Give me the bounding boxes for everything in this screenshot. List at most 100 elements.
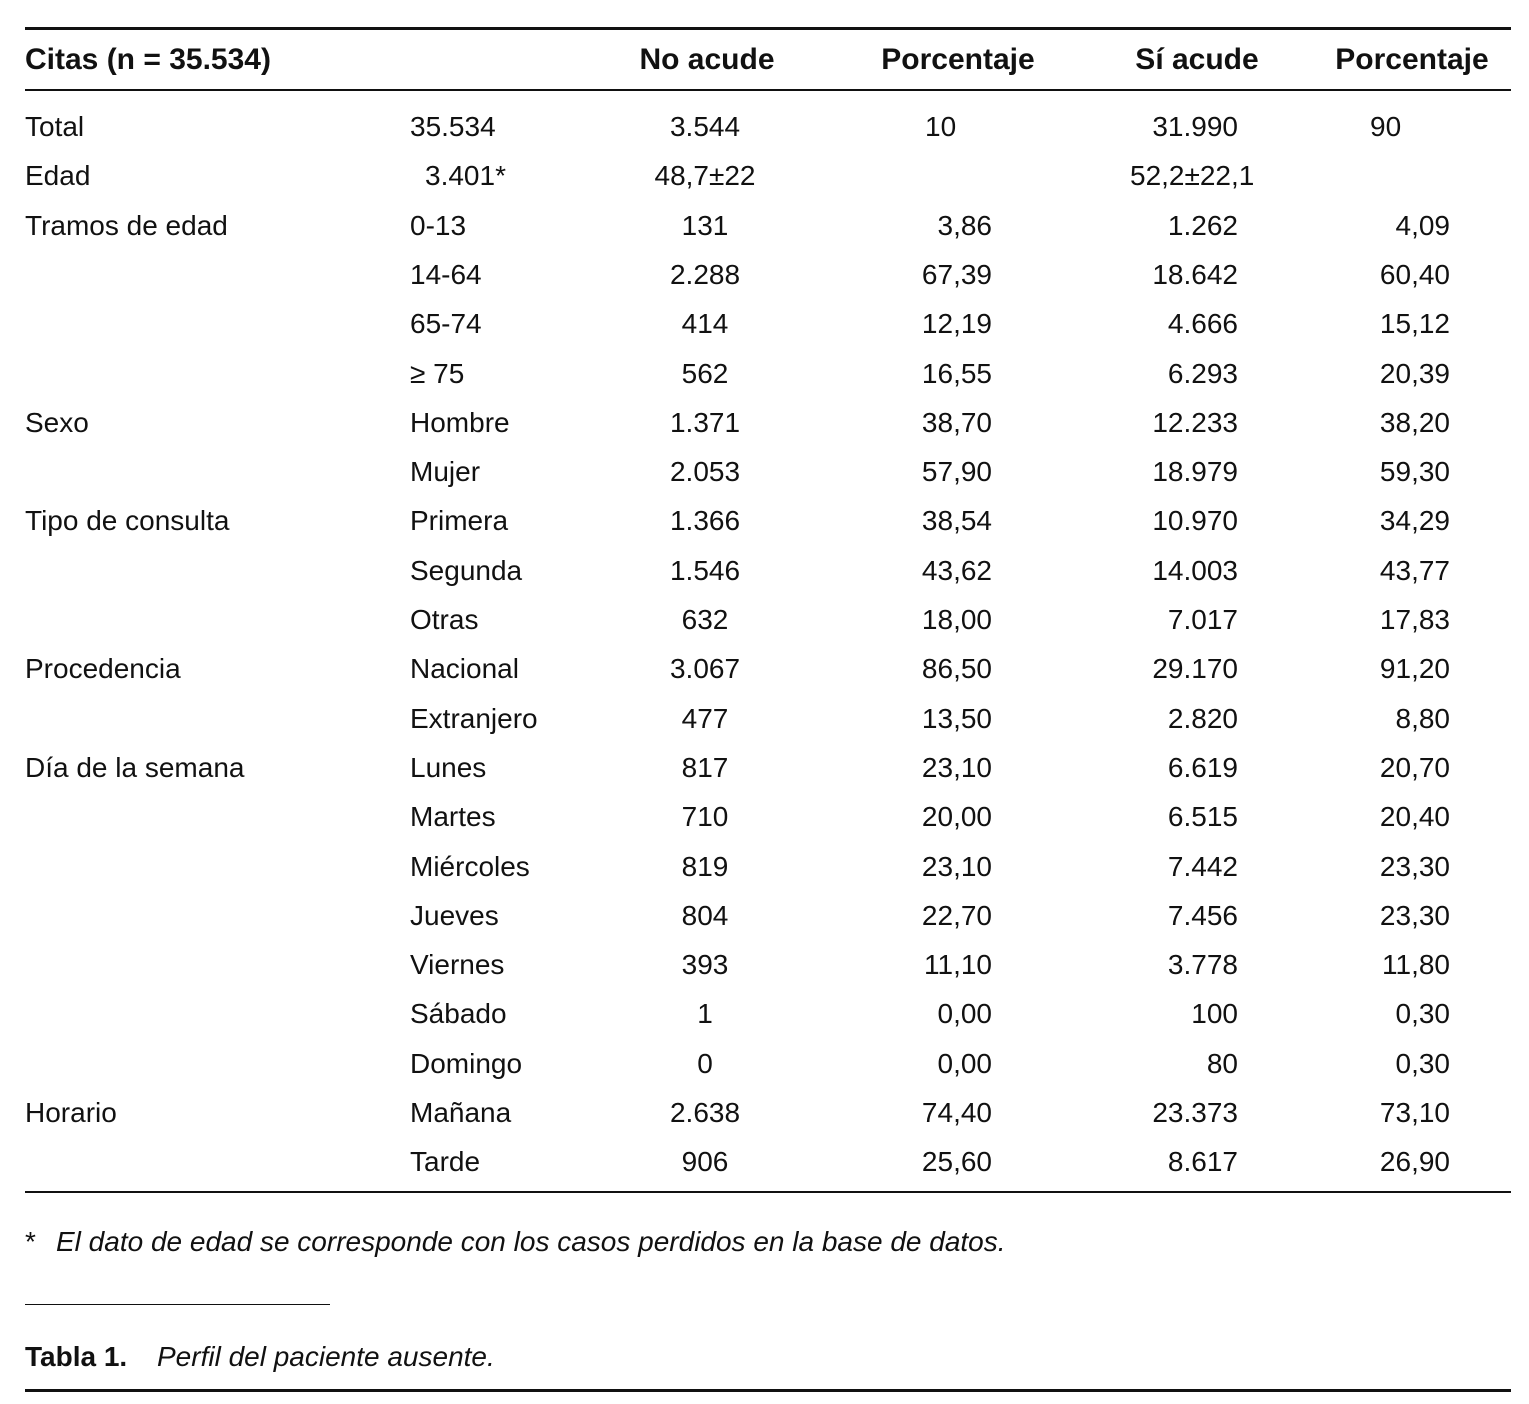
cell: 3.544 [669, 111, 741, 142]
cell: 23,10 [921, 751, 992, 783]
cell: 632 [681, 604, 729, 635]
row-label: Segunda [410, 554, 523, 586]
column-header: No acude [639, 43, 775, 76]
row-label: Hombre [410, 406, 510, 438]
cell: 80 [1206, 1047, 1238, 1079]
row-group: Tipo de consulta [25, 505, 230, 537]
table-bottom-rule [25, 1191, 1511, 1193]
row-label: 14-64 [410, 258, 482, 290]
cell: 12.233 [1152, 406, 1238, 438]
cell: 23.373 [1152, 1097, 1238, 1128]
cell: 17,83 [1379, 604, 1450, 635]
header-rule [25, 89, 1511, 91]
cell: 0 [697, 1047, 713, 1079]
row-group: Tramos de edad [25, 209, 228, 241]
cell: 1.366 [669, 505, 741, 537]
row-label: 0-13 [410, 209, 467, 241]
cell: 20,00 [921, 801, 992, 833]
cell: 710 [681, 801, 729, 833]
cell: 2.820 [1167, 702, 1238, 734]
row-label: 35.534 [410, 111, 496, 142]
column-header: Sí acude [1135, 43, 1259, 76]
cell: 0,30 [1395, 998, 1451, 1030]
cell: 1.262 [1167, 209, 1238, 241]
row-label: Tarde [410, 1146, 481, 1178]
cell: 3.778 [1167, 949, 1238, 981]
cell: 2.638 [669, 1097, 741, 1128]
cell: 52,2±22,1 [1130, 160, 1255, 192]
footnote-marker: * [25, 1226, 36, 1257]
cell: 38,70 [921, 406, 992, 438]
cell: 20,39 [1379, 357, 1450, 389]
cell: 25,60 [921, 1146, 992, 1178]
cell: 91,20 [1379, 653, 1450, 685]
cell: 0,00 [937, 998, 993, 1030]
row-group: Procedencia [25, 653, 181, 685]
row-label: Nacional [410, 653, 519, 685]
cell: 20,40 [1379, 801, 1450, 833]
caption-rule [25, 1304, 330, 1305]
column-header: Porcentaje [1335, 43, 1489, 76]
row-group: Sexo [25, 406, 89, 438]
cell: 4,09 [1395, 209, 1451, 241]
cell: 10 [925, 111, 957, 142]
row-label: Mañana [410, 1097, 512, 1128]
cell: 23,10 [921, 850, 992, 882]
cell: 67,39 [921, 258, 992, 290]
cell: 6.515 [1167, 801, 1238, 833]
column-header: Citas (n = 35.534) [25, 43, 271, 76]
cell: 31.990 [1152, 111, 1238, 142]
cell: 819 [681, 850, 729, 882]
cell: 393 [681, 949, 729, 981]
cell: 14.003 [1152, 554, 1238, 586]
cell: 7.456 [1167, 899, 1238, 931]
row-group: Total [25, 111, 85, 142]
row-label: 65-74 [410, 308, 482, 340]
cell: 0,30 [1395, 1047, 1451, 1079]
footnote-text: El dato de edad se corresponde con los c… [56, 1226, 1006, 1257]
row-label: Domingo [410, 1047, 523, 1079]
cell: 10.970 [1152, 505, 1238, 537]
cell: 131 [681, 209, 729, 241]
cell: 43,62 [921, 554, 992, 586]
cell: 11,80 [1382, 949, 1450, 981]
cell: 3,86 [937, 209, 993, 241]
cell: 1 [697, 998, 713, 1030]
cell: 7.442 [1167, 850, 1238, 882]
cell: 2.288 [669, 258, 741, 290]
caption-text: Perfil del paciente ausente. [157, 1341, 495, 1372]
cell: 15,12 [1379, 308, 1450, 340]
cell: 90 [1370, 111, 1402, 142]
cell: 59,30 [1379, 456, 1450, 488]
row-group: Edad [25, 160, 91, 192]
row-label: Lunes [410, 751, 487, 783]
cell: 0,00 [937, 1047, 993, 1079]
cell: 8.617 [1167, 1146, 1238, 1178]
cell: 8,80 [1395, 702, 1451, 734]
row-label: ≥ 75 [410, 357, 465, 389]
cell: 26,90 [1379, 1146, 1450, 1178]
cell: 22,70 [921, 899, 992, 931]
cell: 13,50 [921, 702, 992, 734]
cell: 100 [1191, 998, 1238, 1030]
cell: 38,20 [1379, 406, 1450, 438]
cell: 18,00 [921, 604, 992, 635]
cell: 414 [681, 308, 729, 340]
row-group: Horario [25, 1097, 117, 1128]
row-label: Viernes [410, 949, 505, 981]
row-group: Día de la semana [25, 751, 245, 783]
bottom-rule [25, 1389, 1511, 1392]
cell: 48,7±22 [654, 160, 756, 192]
row-label: 3.401* [425, 160, 506, 192]
cell: 1.371 [669, 406, 741, 438]
cell: 11,10 [924, 949, 992, 981]
cell: 562 [681, 357, 729, 389]
cell: 906 [681, 1146, 729, 1178]
cell: 4.666 [1167, 308, 1238, 340]
cell: 7.017 [1167, 604, 1238, 635]
cell: 804 [681, 899, 729, 931]
cell: 18.979 [1152, 456, 1238, 488]
cell: 3.067 [669, 653, 741, 685]
cell: 23,30 [1379, 899, 1450, 931]
row-label: Martes [410, 801, 496, 833]
